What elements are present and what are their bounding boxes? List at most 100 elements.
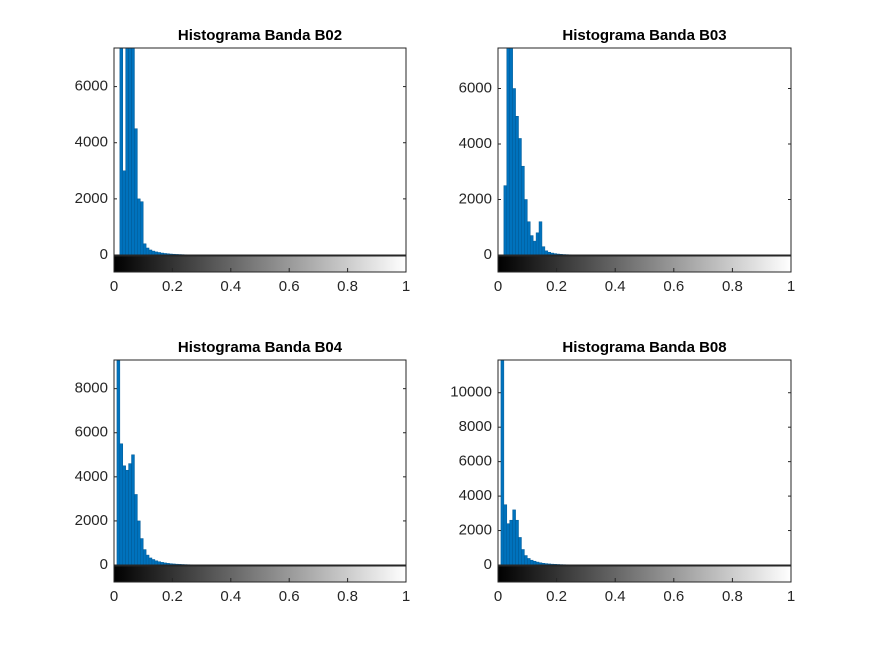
histogram-bar: [515, 116, 519, 255]
histogram-bar: [527, 221, 531, 255]
histogram-bar: [119, 443, 124, 565]
histogram-bar: [145, 247, 150, 255]
histogram-bar: [544, 250, 549, 255]
histogram-bar: [541, 246, 546, 255]
x-tick-label: 0: [494, 278, 502, 295]
chart-title: Histograma Banda B04: [178, 339, 343, 356]
axes-box: [497, 47, 792, 256]
histogram-bar: [538, 221, 543, 255]
colorbar: [113, 255, 407, 273]
histogram-bar: [524, 199, 528, 255]
histogram-bar: [509, 48, 513, 255]
histogram-bar: [125, 48, 129, 255]
x-tick-label: 0.8: [337, 278, 358, 295]
y-tick-label: 0: [484, 246, 492, 263]
histogram-bar: [131, 454, 135, 565]
axes-box: [113, 359, 407, 566]
histogram-bar: [503, 504, 508, 565]
y-tick-label: 6000: [459, 79, 492, 96]
plot-area: [500, 360, 587, 565]
x-tick-label: 0.8: [337, 588, 358, 605]
y-tick-label: 4000: [75, 468, 108, 485]
y-tick-label: 2000: [459, 522, 492, 539]
chart-title: Histograma Banda B02: [178, 27, 342, 44]
y-tick-label: 6000: [75, 424, 108, 441]
plot-area: [116, 360, 202, 565]
y-tick-label: 2000: [75, 190, 108, 207]
y-tick-label: 8000: [75, 380, 108, 397]
chart-title: Histograma Banda B08: [562, 339, 726, 356]
histogram-bar: [503, 185, 508, 255]
histogram-bar: [125, 469, 129, 565]
histogram-bar: [142, 549, 147, 565]
histogram-bar: [515, 519, 519, 565]
x-tick-label: 0.2: [162, 278, 183, 295]
x-tick-label: 0.2: [162, 588, 183, 605]
histogram-bar: [532, 240, 537, 255]
histogram-bar: [532, 560, 537, 565]
x-tick-label: 0.6: [663, 278, 684, 295]
histogram-bar: [145, 554, 150, 565]
colorbar: [497, 255, 792, 273]
histogram-bar: [524, 555, 528, 565]
y-tick-label: 0: [484, 556, 492, 573]
histogram-bar: [134, 494, 138, 565]
histogram-bar: [529, 559, 534, 565]
x-tick-label: 0.6: [279, 588, 300, 605]
x-tick-label: 0.2: [546, 278, 567, 295]
chart-title: Histograma Banda B03: [562, 27, 726, 44]
histogram-bar: [137, 520, 141, 565]
x-tick-label: 0.6: [279, 278, 300, 295]
x-tick-label: 0.8: [722, 588, 743, 605]
colorbar: [113, 565, 407, 583]
x-tick-label: 0.4: [605, 588, 626, 605]
histogram-bar: [151, 559, 156, 565]
x-tick-label: 1: [402, 278, 410, 295]
histogram-bar: [128, 48, 132, 255]
x-tick-label: 0.4: [605, 278, 626, 295]
y-tick-label: 0: [100, 556, 108, 573]
y-tick-label: 2000: [459, 190, 492, 207]
axes-box: [113, 47, 407, 256]
y-tick-label: 6000: [75, 78, 108, 95]
x-tick-label: 0.4: [220, 278, 241, 295]
x-tick-label: 0: [110, 588, 118, 605]
histogram-bar: [148, 557, 153, 565]
colorbar: [497, 565, 792, 583]
y-tick-label: 6000: [459, 453, 492, 470]
histogram-bar: [527, 558, 531, 565]
histogram-bar: [137, 198, 141, 255]
y-tick-label: 10000: [450, 384, 492, 401]
histogram-bar: [140, 538, 144, 565]
y-tick-label: 8000: [459, 418, 492, 435]
histogram-bar: [140, 201, 144, 255]
x-tick-label: 0: [494, 588, 502, 605]
x-tick-label: 1: [787, 588, 795, 605]
x-tick-label: 0.2: [546, 588, 567, 605]
histogram-bar: [131, 48, 135, 255]
histogram-bar: [500, 360, 505, 565]
histogram-bar: [148, 249, 153, 255]
y-tick-label: 4000: [75, 134, 108, 151]
y-tick-label: 4000: [459, 135, 492, 152]
y-tick-label: 2000: [75, 512, 108, 529]
histogram-bar: [512, 509, 516, 565]
histogram-bar: [512, 88, 516, 255]
histogram-bar: [535, 232, 540, 255]
x-tick-label: 0: [110, 278, 118, 295]
x-tick-label: 1: [402, 588, 410, 605]
x-tick-label: 0.4: [220, 588, 241, 605]
histogram-bar: [518, 537, 522, 565]
histogram-bar: [521, 549, 525, 565]
histogram-bar: [128, 463, 132, 565]
histogram-bar: [142, 243, 147, 255]
y-tick-label: 0: [100, 246, 108, 263]
x-tick-label: 0.6: [663, 588, 684, 605]
histogram-bar: [116, 360, 121, 565]
x-tick-label: 0.8: [722, 278, 743, 295]
y-tick-label: 4000: [459, 487, 492, 504]
histogram-bar: [529, 235, 534, 255]
histogram-bar: [134, 128, 138, 255]
histogram-bar: [521, 165, 525, 255]
